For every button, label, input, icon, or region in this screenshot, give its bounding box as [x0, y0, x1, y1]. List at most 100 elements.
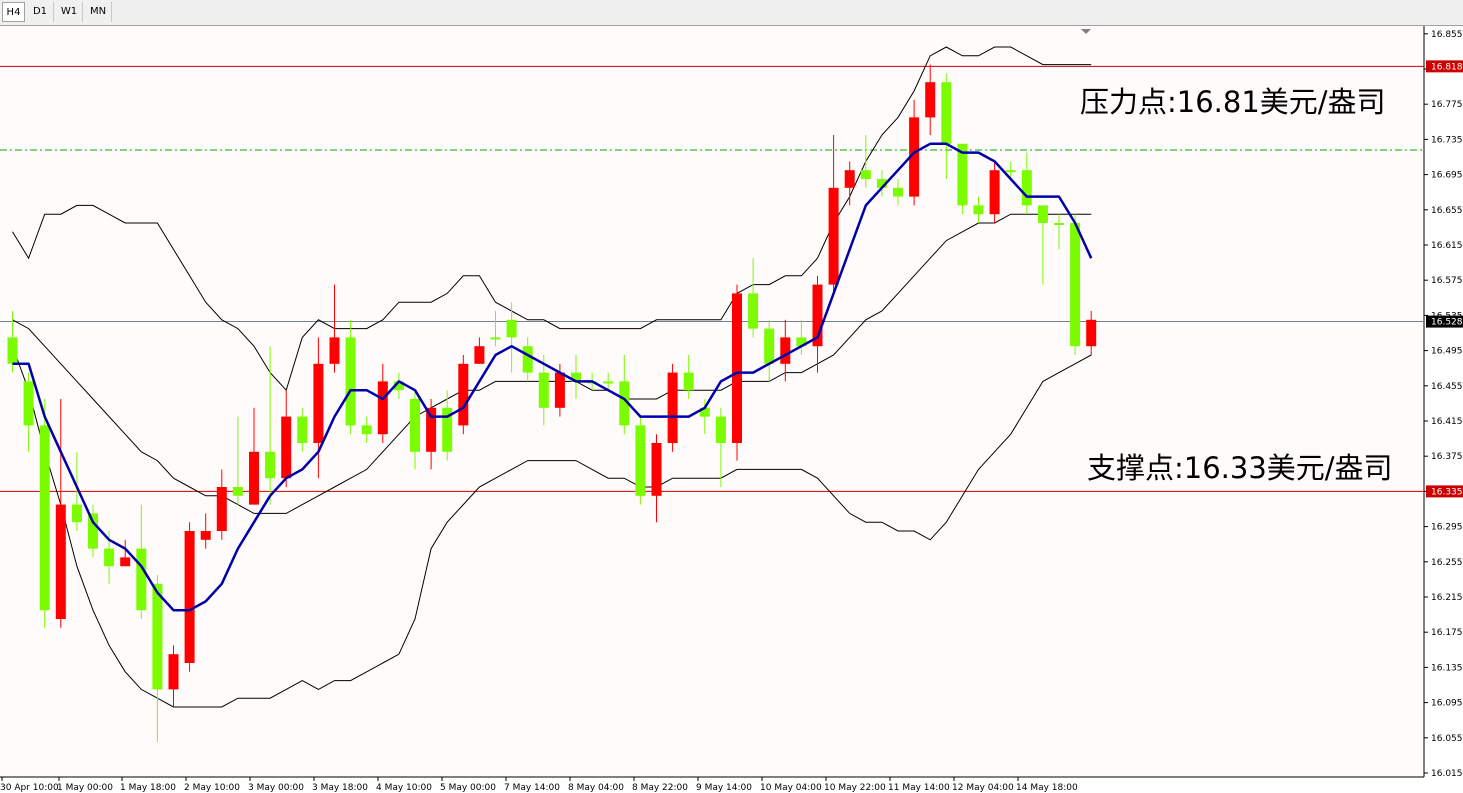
bear-candle[interactable] — [989, 161, 1000, 223]
bull-candle[interactable] — [603, 372, 614, 391]
bear-candle[interactable] — [844, 161, 855, 206]
bear-candle[interactable] — [812, 275, 823, 373]
bull-candle[interactable] — [361, 416, 372, 443]
bull-candle[interactable] — [699, 399, 710, 435]
candle-body — [603, 381, 614, 384]
candle-body — [957, 143, 968, 206]
price-tick-label: 16.095 — [1431, 699, 1463, 709]
bear-candle[interactable] — [313, 337, 324, 479]
candle-body — [88, 513, 98, 549]
price-tick-label: 16.175 — [1431, 628, 1463, 638]
bull-candle[interactable] — [7, 311, 18, 373]
price-tick-label: 16.735 — [1431, 135, 1463, 145]
bull-candle[interactable] — [410, 390, 420, 470]
bear-candle[interactable] — [474, 337, 485, 364]
time-tick-label: 2 May 10:00 — [184, 783, 240, 793]
bull-candle[interactable] — [957, 143, 968, 215]
candle-body — [828, 187, 839, 285]
timeframe-mn-button[interactable]: MN — [85, 2, 112, 22]
price-tick-label: 16.615 — [1431, 241, 1463, 251]
bull-candle[interactable] — [265, 346, 276, 505]
candle-body — [699, 407, 710, 417]
chart-shift-marker[interactable] — [1081, 29, 1091, 34]
candle-body — [925, 82, 936, 118]
bear-candle[interactable] — [329, 284, 340, 373]
bear-candle[interactable] — [249, 407, 259, 505]
bull-candle[interactable] — [876, 170, 887, 197]
timeframe-h4-button[interactable]: H4 — [2, 2, 25, 22]
candle-body — [796, 337, 807, 347]
bull-candle[interactable] — [748, 258, 759, 338]
candle-body — [200, 531, 211, 540]
price-chart[interactable]: 16.015 16.055 16.095 16.135 16.175 16.215 16.2… — [0, 26, 1463, 793]
candle-body — [152, 583, 163, 690]
candle-body — [571, 372, 581, 382]
bear-candle[interactable] — [925, 64, 936, 135]
bear-candle[interactable] — [828, 135, 839, 294]
bull-candle[interactable] — [232, 416, 243, 505]
bull-candle[interactable] — [490, 311, 501, 347]
timeframe-toolbar: H4 D1 W1 MN — [0, 0, 1463, 26]
bull-candle[interactable] — [506, 302, 517, 373]
bull-candle[interactable] — [571, 355, 581, 399]
candle-body — [844, 170, 855, 188]
bull-candle[interactable] — [715, 407, 726, 487]
candle-body — [764, 328, 775, 364]
bull-candle[interactable] — [23, 372, 34, 452]
bear-candle[interactable] — [216, 469, 227, 540]
bull-candle[interactable] — [1021, 152, 1032, 215]
candle-body — [7, 337, 18, 364]
bear-candle[interactable] — [184, 522, 195, 672]
timeframe-w1-button[interactable]: W1 — [56, 2, 83, 22]
bull-candle[interactable] — [619, 355, 630, 435]
candle-body — [909, 117, 920, 197]
bull-candle[interactable] — [1037, 205, 1048, 285]
bear-candle[interactable] — [377, 363, 388, 443]
bear-candle[interactable] — [120, 539, 131, 567]
candle-body — [732, 293, 742, 443]
candle-body — [1037, 205, 1048, 223]
bear-candle[interactable] — [667, 363, 678, 452]
bull-candle[interactable] — [39, 399, 50, 628]
bull-candle[interactable] — [393, 372, 404, 399]
bear-candle[interactable] — [780, 319, 791, 382]
bull-candle[interactable] — [538, 355, 549, 426]
bull-candle[interactable] — [71, 451, 82, 531]
bull-candle[interactable] — [796, 319, 807, 355]
bull-candle[interactable] — [635, 416, 646, 505]
bull-candle[interactable] — [345, 319, 356, 435]
bear-candle[interactable] — [281, 390, 292, 487]
bear-candle[interactable] — [55, 399, 66, 628]
bull-candle[interactable] — [1070, 214, 1081, 355]
bull-candle[interactable] — [941, 73, 952, 179]
bull-candle[interactable] — [442, 390, 453, 461]
price-tick-label: 16.295 — [1431, 523, 1463, 533]
bull-candle[interactable] — [860, 135, 871, 188]
candle-body — [683, 372, 694, 391]
bull-candle[interactable] — [764, 319, 775, 382]
resistance-annotation: 压力点:16.81美元/盎司 — [1080, 85, 1386, 119]
candle-body — [297, 416, 308, 443]
candle-body — [426, 407, 437, 452]
candle-body — [265, 451, 276, 479]
bull-candle[interactable] — [1054, 214, 1064, 250]
bear-candle[interactable] — [200, 513, 211, 549]
bull-candle[interactable] — [683, 355, 694, 399]
bull-candle[interactable] — [88, 504, 98, 558]
candle-body — [715, 416, 726, 443]
bull-candle[interactable] — [297, 407, 308, 452]
bull-candle[interactable] — [1005, 161, 1016, 179]
bull-candle[interactable] — [973, 196, 984, 223]
bull-candle[interactable] — [136, 504, 147, 619]
bear-candle[interactable] — [651, 434, 662, 523]
bull-candle[interactable] — [893, 179, 903, 206]
bear-candle[interactable] — [426, 399, 437, 470]
bull-candle[interactable] — [152, 575, 163, 743]
candle-body — [893, 187, 903, 197]
price-tick-label: 16.055 — [1431, 734, 1463, 744]
bear-candle[interactable] — [168, 645, 179, 707]
bear-candle[interactable] — [458, 355, 469, 435]
bull-candle[interactable] — [522, 337, 533, 382]
bear-candle[interactable] — [1086, 311, 1097, 355]
timeframe-d1-button[interactable]: D1 — [27, 2, 54, 22]
